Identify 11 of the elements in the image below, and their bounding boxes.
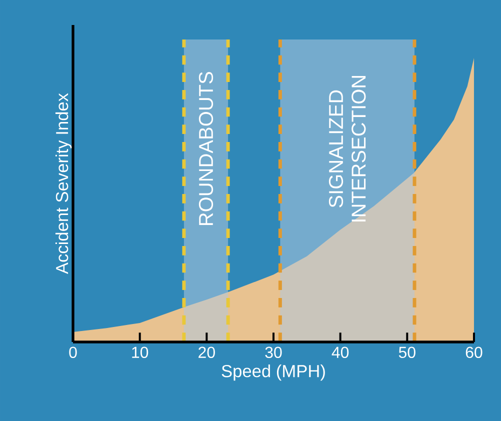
x-tick-label: 60: [466, 346, 482, 358]
band-label: SIGNALIZED INTERSECTION: [328, 76, 366, 222]
x-tick-label: 10: [132, 346, 148, 358]
x-tick-label: 20: [198, 346, 215, 358]
x-tick-label: 30: [265, 346, 282, 358]
y-axis-title: Accident Severity Index: [55, 93, 72, 274]
x-tick-label: 50: [398, 346, 416, 358]
band-label: ROUNDABOUTS: [198, 72, 214, 225]
x-axis-title: Speed (MPH): [222, 364, 325, 381]
x-tick-label: 40: [332, 346, 349, 358]
x-tick-label: 0: [69, 346, 77, 358]
